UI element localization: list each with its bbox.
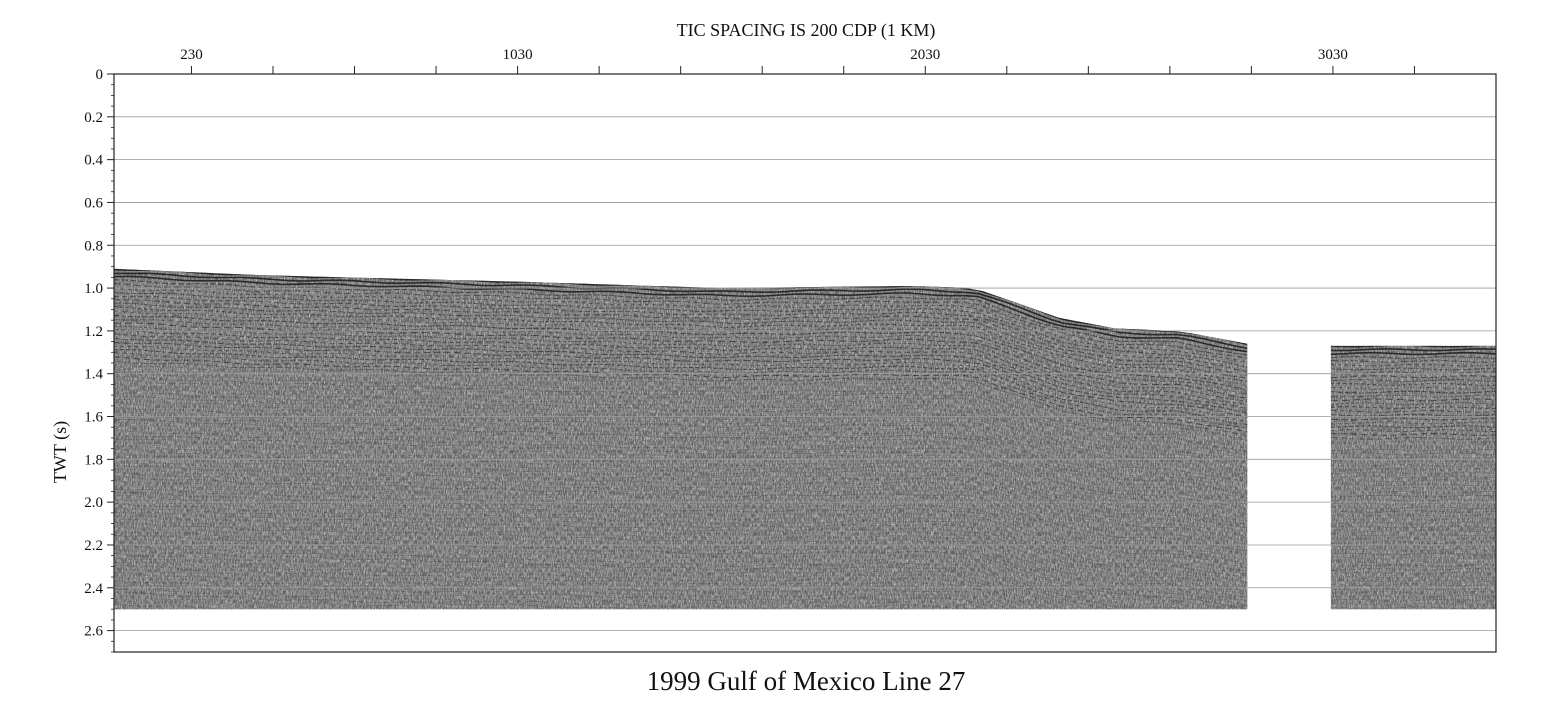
top-axis: 230 1030 2030 3030 — [180, 47, 1415, 74]
y-tick-label: 2.2 — [84, 538, 103, 554]
y-axis: 0 0.2 0.4 0.6 0.8 1.0 1.2 1.4 1.6 1.8 2.0 2.2 2.4 2.6 — [84, 67, 114, 653]
y-tick-label: 1.8 — [84, 452, 103, 468]
x-tick-label: 3030 — [1318, 47, 1348, 63]
chart-title: 1999 Gulf of Mexico Line 27 — [647, 666, 966, 696]
y-tick-label: 2.4 — [84, 581, 103, 597]
y-tick-label: 2.0 — [84, 495, 103, 511]
y-tick-label: 0.2 — [84, 110, 103, 126]
x-tick-label: 1030 — [503, 47, 533, 63]
top-axis-title: TIC SPACING IS 200 CDP (1 KM) — [677, 20, 936, 41]
y-tick-label: 1.2 — [84, 324, 103, 340]
y-tick-label: 0.8 — [84, 238, 103, 254]
x-tick-label: 2030 — [910, 47, 940, 63]
y-tick-label: 2.6 — [84, 624, 103, 640]
y-tick-label: 1.6 — [84, 410, 103, 426]
reflector-layer — [114, 268, 1496, 610]
y-tick-label: 0 — [96, 67, 104, 83]
y-tick-label: 0.6 — [84, 195, 103, 211]
y-tick-label: 1.0 — [84, 281, 103, 297]
y-tick-label: 1.4 — [84, 367, 103, 383]
x-tick-label: 230 — [180, 47, 203, 63]
y-axis-label: TWT (s) — [50, 421, 71, 483]
seismic-data — [114, 268, 1496, 610]
horizontal-grid — [114, 116, 1496, 631]
y-tick-label: 0.4 — [84, 153, 103, 169]
